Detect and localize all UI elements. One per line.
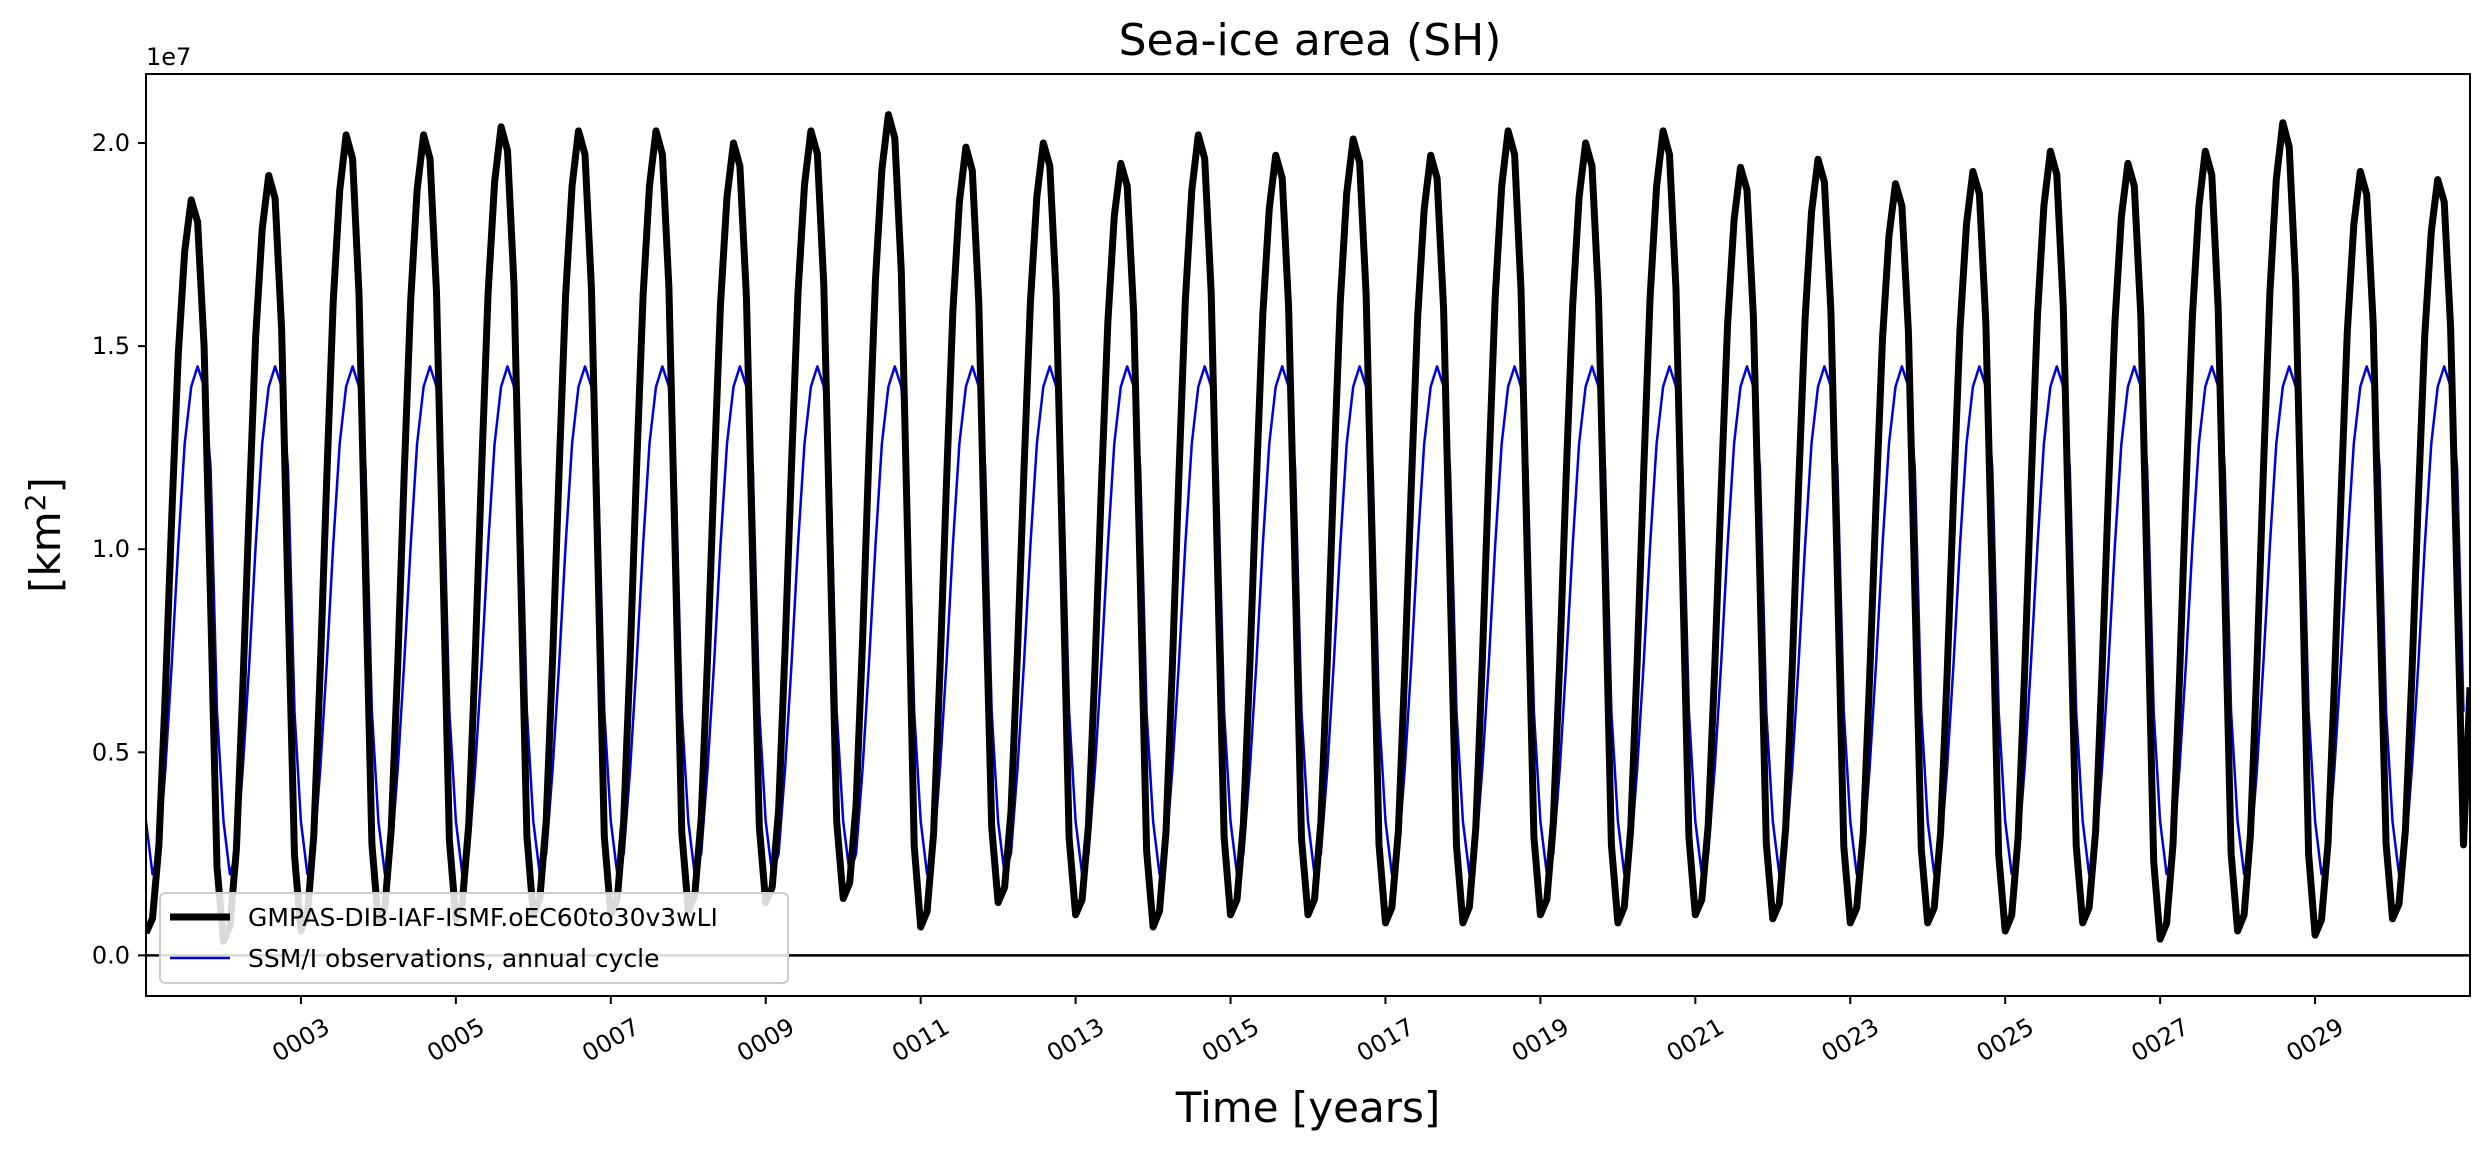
y-multiplier-label: 1e7 — [146, 43, 191, 71]
series-line-observations — [146, 365, 2465, 876]
plot-frame — [145, 73, 2471, 997]
y-axis-label: [km2] — [19, 477, 70, 593]
legend: GMPAS-DIB-IAF-ISMF.oEC60to30v3wLI SSM/I … — [159, 892, 789, 984]
legend-label-observations: SSM/I observations, annual cycle — [248, 944, 660, 973]
y-tick-label: 1.5 — [92, 332, 130, 360]
y-tick-label: 0.5 — [92, 738, 130, 766]
x-axis-label: Time [years] — [1175, 1083, 1441, 1132]
y-tick-label: 2.0 — [92, 129, 130, 157]
y-tick-label: 0.0 — [92, 941, 130, 969]
chart-title: Sea-ice area (SH) — [1119, 15, 1502, 66]
legend-label-model: GMPAS-DIB-IAF-ISMF.oEC60to30v3wLI — [248, 903, 718, 932]
y-axis-ticks: 0.0 0.5 1.0 1.5 2.0 — [92, 129, 146, 969]
legend-box — [159, 892, 789, 984]
y-tick-label: 1.0 — [92, 535, 130, 563]
